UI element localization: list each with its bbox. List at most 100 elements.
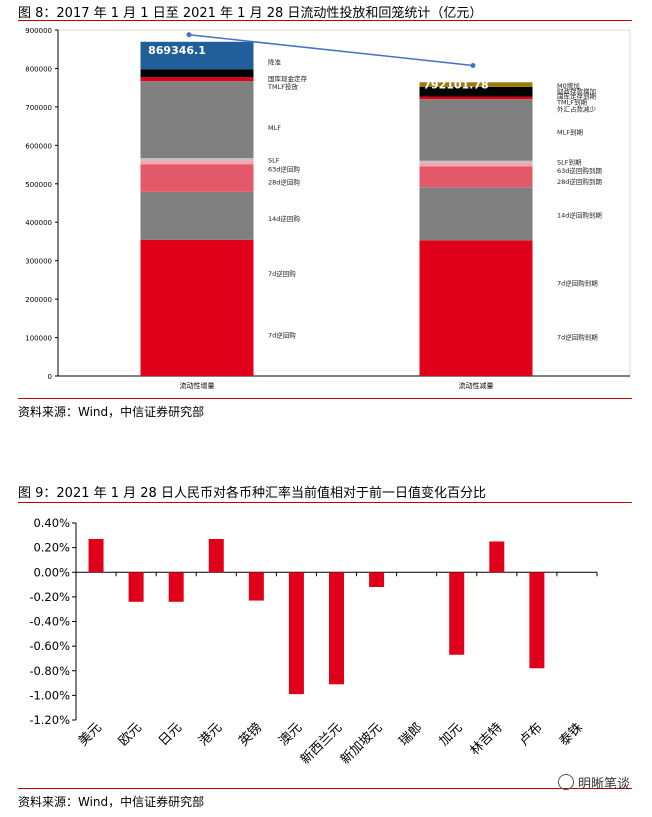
y-tick-label: -0.60%	[29, 639, 70, 653]
bar-segment	[140, 69, 254, 78]
figure9-top-rule	[18, 502, 632, 503]
total-label: 869346.1	[148, 44, 206, 57]
x-category-label: 港元	[196, 720, 225, 749]
x-category-label: 美元	[76, 720, 105, 749]
bar	[248, 572, 264, 601]
segment-label: 7d逆回购到期	[557, 279, 598, 288]
segment-label: 财政存款增加	[557, 87, 596, 96]
y-tick-label: 500000	[25, 181, 52, 189]
bar-segment	[140, 158, 254, 161]
segment-label: 28d逆回购	[268, 178, 300, 187]
total-label: 792101.78	[423, 78, 488, 91]
y-tick-label: -1.20%	[29, 713, 70, 727]
watermark-text: 明晰笔谈	[577, 777, 630, 792]
bar	[449, 572, 465, 655]
x-category-label: 欧元	[116, 720, 145, 749]
bar-segment	[140, 77, 254, 82]
figure8-chart: 0 100000 200000 300000 400000 500000 600000 700…	[25, 27, 631, 390]
y-tick-label: 0	[48, 373, 52, 381]
segment-label: 7d逆回购到期	[557, 333, 598, 342]
bar	[489, 541, 505, 573]
segment-label: 7d逆回购	[268, 269, 296, 278]
figure9-chart: 0.40% 0.20% 0.00% -0.20% -0.40% -0.60% -0.80% -…	[29, 516, 598, 768]
segment-label: SLF	[268, 157, 280, 165]
bar-segment	[419, 86, 533, 97]
x-category-label: 流动性增量	[180, 381, 215, 390]
bar	[128, 572, 144, 602]
total-point	[470, 62, 476, 68]
segment-label: 14d逆回购	[268, 214, 300, 223]
x-category-label: 英镑	[235, 720, 265, 750]
segment-label: MLF	[268, 124, 281, 132]
segment-label: 降准	[268, 58, 282, 67]
segment-label: 63d逆回购到期	[557, 166, 602, 175]
x-category-label: 新西兰元	[297, 720, 345, 768]
y-tick-label: 400000	[25, 219, 52, 227]
bar	[288, 572, 304, 695]
bar	[369, 572, 385, 588]
x-category-label: 加元	[437, 720, 466, 749]
x-category-label: 瑞郎	[396, 720, 425, 749]
total-trend-line	[188, 34, 474, 67]
bar	[88, 539, 104, 573]
segment-label: 7d逆回购	[268, 331, 296, 340]
y-tick-label: 0.20%	[33, 541, 70, 555]
y-tick-label: -0.80%	[29, 664, 70, 678]
segment-label: 国库定存到期	[557, 92, 597, 101]
y-tick-label: 200000	[25, 296, 52, 304]
bar-segment	[419, 99, 533, 161]
y-tick-label: 0.40%	[33, 516, 70, 530]
bar-segment	[140, 191, 254, 240]
figure9-title: 图 9：2021 年 1 月 28 日人民币对各币种汇率当前值相对于前一日值变化…	[18, 486, 486, 501]
segment-label: 28d逆回购到期	[557, 177, 602, 186]
bar-segment	[419, 166, 533, 188]
wechat-icon	[557, 774, 574, 790]
total-point	[186, 32, 192, 38]
bar-segment	[140, 164, 254, 192]
segment-label: SLF到期	[557, 159, 582, 167]
x-category-label: 林吉特	[467, 720, 505, 758]
bar	[329, 572, 344, 685]
bar-segment	[419, 162, 533, 167]
figure8-source: 资料来源：Wind，中信证券研究部	[18, 405, 205, 419]
figure9-source: 资料来源：Wind，中信证券研究部	[18, 795, 205, 809]
x-category-label: 日元	[156, 720, 185, 749]
bar-segment	[140, 81, 254, 159]
y-tick-label: 600000	[25, 142, 52, 150]
figure9-bottom-rule	[18, 788, 632, 789]
watermark: 明晰笔谈	[557, 773, 630, 792]
bar-segment	[140, 239, 254, 376]
segment-label: TMLF到期	[556, 98, 587, 106]
bar-segment	[140, 160, 254, 165]
segment-label: 63d逆回购	[268, 165, 300, 174]
figure8-title: 图 8：2017 年 1 月 1 日至 2021 年 1 月 28 日流动性投放…	[18, 6, 483, 21]
y-tick-label: 0.00%	[33, 565, 70, 579]
bar	[168, 572, 184, 602]
segment-label: TMLF投放	[267, 82, 298, 91]
y-tick-label: -0.20%	[29, 590, 70, 604]
bar-segment	[419, 96, 533, 100]
segment-label: 外汇占款减少	[557, 105, 597, 114]
x-category-label: 泰铢	[556, 720, 586, 750]
bar	[208, 539, 224, 573]
figure8-top-rule	[18, 20, 632, 21]
x-category-label: 流动性减量	[459, 381, 494, 390]
x-category-label: 新加坡元	[337, 720, 385, 768]
bar-segment	[419, 240, 533, 376]
y-tick-label: -1.00%	[29, 688, 70, 702]
bar-segment	[419, 160, 533, 163]
bar-segment	[419, 187, 533, 241]
y-tick-label: 100000	[25, 335, 52, 343]
y-tick-label: 800000	[25, 65, 52, 73]
x-category-label: 卢布	[516, 720, 546, 750]
segment-label: 国库现金定存	[268, 74, 308, 83]
segment-label: 14d逆回购到期	[557, 210, 602, 219]
bar	[529, 572, 545, 669]
segment-label: MLF到期	[557, 129, 583, 137]
y-tick-label: -0.40%	[29, 615, 70, 629]
y-tick-label: 300000	[25, 258, 52, 266]
y-tick-label: 700000	[25, 104, 52, 112]
segment-label: M0增加	[557, 81, 580, 90]
y-tick-label: 900000	[25, 27, 52, 35]
x-category-label: 澳元	[276, 720, 306, 750]
